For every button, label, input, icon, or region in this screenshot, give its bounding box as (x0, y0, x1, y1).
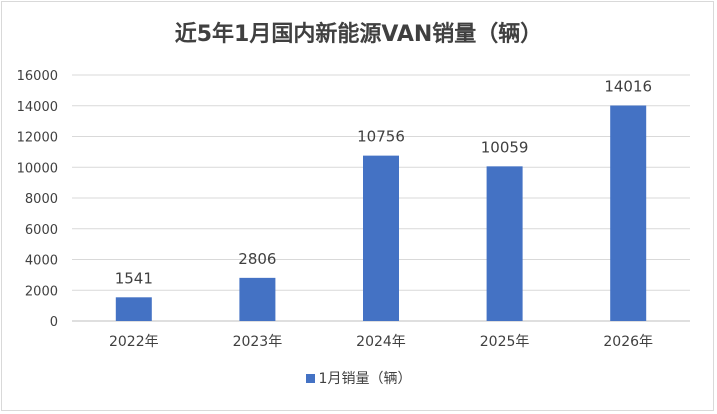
legend-swatch (305, 374, 315, 383)
bar (363, 155, 399, 321)
bar (610, 105, 647, 321)
y-tick-label: 16000 (17, 69, 58, 84)
chart-legend: 1月销量（辆） (0, 368, 717, 388)
y-tick-label: 2000 (25, 284, 58, 299)
y-tick-label: 6000 (25, 223, 58, 238)
x-tick-label: 2024年 (356, 334, 406, 350)
x-tick-label: 2026年 (603, 334, 653, 350)
x-tick-label: 2022年 (109, 334, 159, 350)
data-label: 1541 (115, 269, 153, 287)
y-tick-label: 0 (50, 315, 58, 330)
y-tick-label: 12000 (17, 131, 58, 146)
data-label: 10756 (357, 128, 405, 146)
y-tick-label: 4000 (25, 254, 58, 269)
bar (486, 166, 523, 321)
x-tick-label: 2025年 (480, 334, 530, 350)
y-tick-label: 10000 (17, 161, 58, 176)
chart-title: 近5年1月国内新能源VAN销量（辆） (174, 22, 543, 47)
data-label: 2806 (238, 250, 276, 268)
y-tick-label: 8000 (25, 192, 58, 207)
legend-label: 1月销量（辆） (318, 371, 412, 387)
bar (115, 297, 152, 321)
data-label: 10059 (481, 138, 529, 156)
data-label: 14016 (604, 78, 652, 96)
x-tick-label: 2023年 (233, 334, 283, 350)
y-tick-label: 14000 (17, 100, 58, 115)
bar (239, 277, 276, 321)
